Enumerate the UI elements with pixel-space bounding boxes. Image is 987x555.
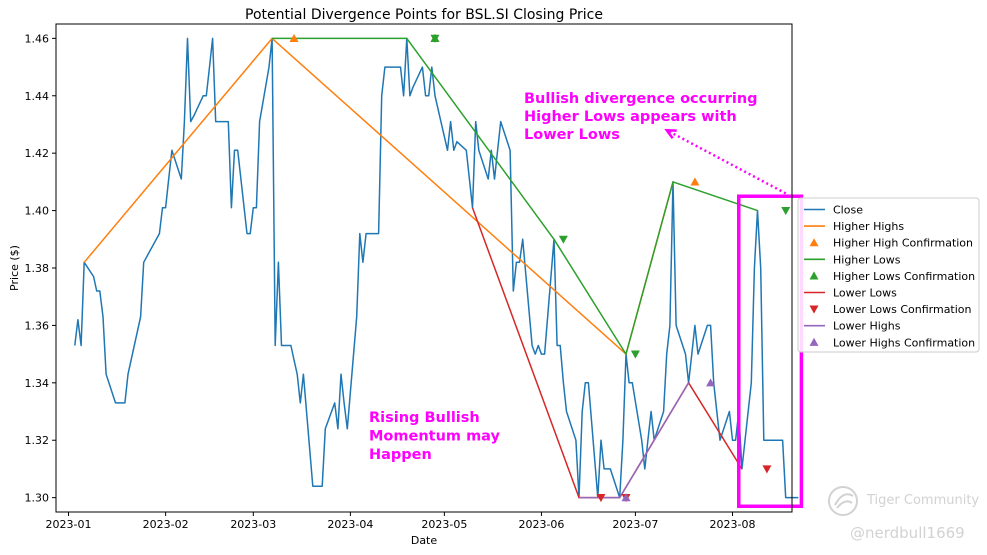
- x-tick-label: 2023-06: [518, 518, 564, 531]
- legend-swatch-marker: [809, 238, 819, 247]
- watermark-brand: Tiger Community: [867, 493, 980, 508]
- y-axis-label: Price ($): [8, 245, 21, 291]
- y-tick-label: 1.38: [25, 262, 50, 275]
- confirmation-marker: [781, 206, 791, 216]
- legend-label: Lower Lows Confirmation: [833, 303, 972, 316]
- series-lower-highs-line: [579, 382, 690, 499]
- annotation-rising-momentum: Rising Bullish Momentum may Happen: [369, 410, 501, 463]
- annotation-rising-momentum-line: Happen: [369, 447, 432, 463]
- legend-swatch-marker: [809, 337, 819, 346]
- chart-title: Potential Divergence Points for BSL.SI C…: [245, 7, 603, 23]
- legend-label: Close: [833, 204, 863, 217]
- legend: Close Higher Highs Higher High Confirmatio…: [797, 197, 980, 353]
- confirmation-marker: [558, 235, 568, 244]
- confirmation-marker: [630, 350, 640, 359]
- y-tick-label: 1.32: [25, 434, 50, 447]
- x-axis-label: Date: [411, 534, 438, 547]
- legend-label: Lower Highs Confirmation: [833, 336, 975, 349]
- series-higher-lows-line: [272, 37, 758, 355]
- higher-high-confirmation-marker: [289, 33, 299, 42]
- legend-label: Lower Highs: [833, 320, 901, 333]
- y-tick-label: 1.30: [25, 492, 50, 505]
- annotation-bullish-divergence-line: Higher Lows appears with: [524, 109, 737, 125]
- lower-lows-confirmation-marker: [762, 465, 772, 474]
- y-tick-label: 1.44: [25, 90, 50, 103]
- lower-lows-confirmation-marker: [596, 494, 606, 503]
- series-layer: [74, 33, 799, 503]
- annotation-layer: Bullish divergence occurring Higher Lows …: [369, 91, 804, 509]
- annotation-rising-momentum-line: Rising Bullish: [369, 410, 480, 426]
- lower-highs-confirmation-marker: [621, 493, 631, 502]
- higher-high-confirmation-marker: [690, 177, 700, 186]
- x-tick-label: 2023-02: [143, 518, 189, 531]
- x-tick-label: 2023-07: [612, 518, 658, 531]
- legend-swatch-marker: [809, 305, 819, 314]
- x-tick-label: 2023-08: [710, 518, 756, 531]
- annotation-bullish-divergence-line: Bullish divergence occurring: [524, 91, 758, 107]
- y-tick-label: 1.46: [25, 32, 50, 45]
- annotation-bullish-divergence-line: Lower Lows: [524, 127, 620, 143]
- legend-swatch-marker: [809, 271, 819, 280]
- legend-label: Higher Lows: [833, 253, 901, 266]
- legend-label: Higher Lows Confirmation: [833, 270, 975, 283]
- legend-label: Higher High Confirmation: [833, 237, 973, 250]
- watermark: Tiger Community @nerdbull1669: [826, 484, 980, 546]
- axis-layer: 2023-01 2023-02 2023-03 2023-04 2023-05 2023-…: [25, 32, 756, 531]
- y-tick-label: 1.34: [25, 377, 50, 390]
- watermark-handle: @nerdbull1669: [850, 524, 965, 542]
- confirmation-marker: [430, 34, 440, 43]
- plot-area: [56, 24, 792, 512]
- legend-label: Higher Highs: [833, 220, 904, 233]
- legend-label: Lower Lows: [833, 287, 897, 300]
- annotation-rising-momentum-line: Momentum may: [369, 429, 501, 445]
- series-close-line: [74, 37, 799, 499]
- x-tick-label: 2023-03: [230, 518, 276, 531]
- x-tick-label: 2023-01: [46, 518, 92, 531]
- annotation-arrowhead: [664, 128, 677, 140]
- tiger-logo-icon: [828, 486, 858, 516]
- x-tick-label: 2023-05: [421, 518, 467, 531]
- y-tick-label: 1.42: [25, 147, 50, 160]
- y-tick-label: 1.36: [25, 319, 50, 332]
- lower-highs-confirmation-marker: [706, 378, 716, 387]
- y-tick-label: 1.40: [25, 205, 50, 218]
- x-tick-label: 2023-04: [327, 518, 373, 531]
- legend-frame: [797, 197, 980, 353]
- annotation-bullish-divergence: Bullish divergence occurring Higher Lows …: [524, 91, 758, 143]
